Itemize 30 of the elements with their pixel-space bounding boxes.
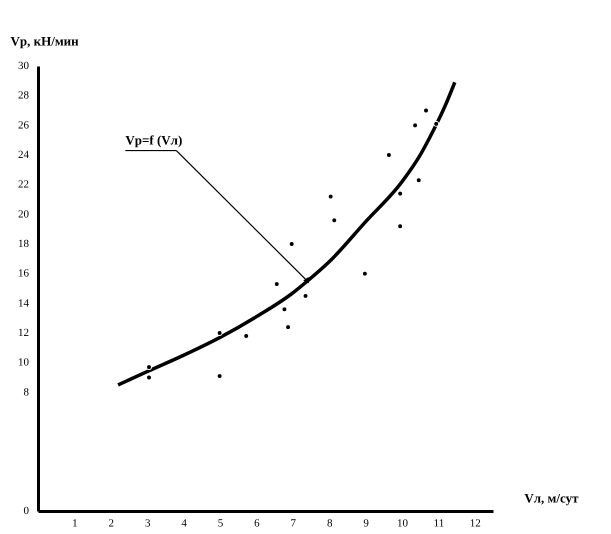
x-tick-label: 4 (181, 518, 188, 530)
y-tick-label: 18 (18, 238, 30, 250)
x-tick-label: 9 (363, 518, 370, 530)
annotation: Vp=f (Vл) (125, 132, 182, 148)
x-tick-label: 8 (326, 518, 333, 530)
x-tick-label: 2 (108, 518, 114, 530)
x-tick-label: 1 (72, 518, 78, 530)
y-tick-label: 26 (18, 119, 30, 132)
y-tick-label: 20 (18, 208, 30, 220)
x-tick-label: 12 (470, 518, 481, 530)
y-tick-label: 12 (18, 327, 29, 339)
y-tick-label: 0 (24, 505, 30, 517)
y-tick-label: 8 (24, 386, 30, 398)
x-tick-label: 5 (218, 518, 224, 530)
line-series (116, 80, 457, 387)
x-axis-title: Vл, м/сут (524, 490, 580, 506)
y-tick-label: 28 (18, 90, 30, 102)
y-tick-label: 24 (18, 149, 30, 161)
y-tick-label: 22 (18, 178, 29, 191)
y-tick-label: 14 (18, 297, 30, 310)
x-tick-label: 6 (254, 518, 260, 530)
point (433, 120, 440, 127)
x-tick-label: 10 (397, 518, 408, 530)
x-tick-label: 11 (434, 518, 444, 530)
y-tick-label: 30 (18, 60, 30, 72)
y-axis-title: Vp, кН/мин (10, 34, 80, 48)
x-tick-label: 3 (144, 518, 151, 530)
y-tick-label: 16 (18, 268, 30, 280)
y-tick-label: 10 (18, 356, 30, 369)
x-tick-label: 7 (290, 518, 297, 530)
